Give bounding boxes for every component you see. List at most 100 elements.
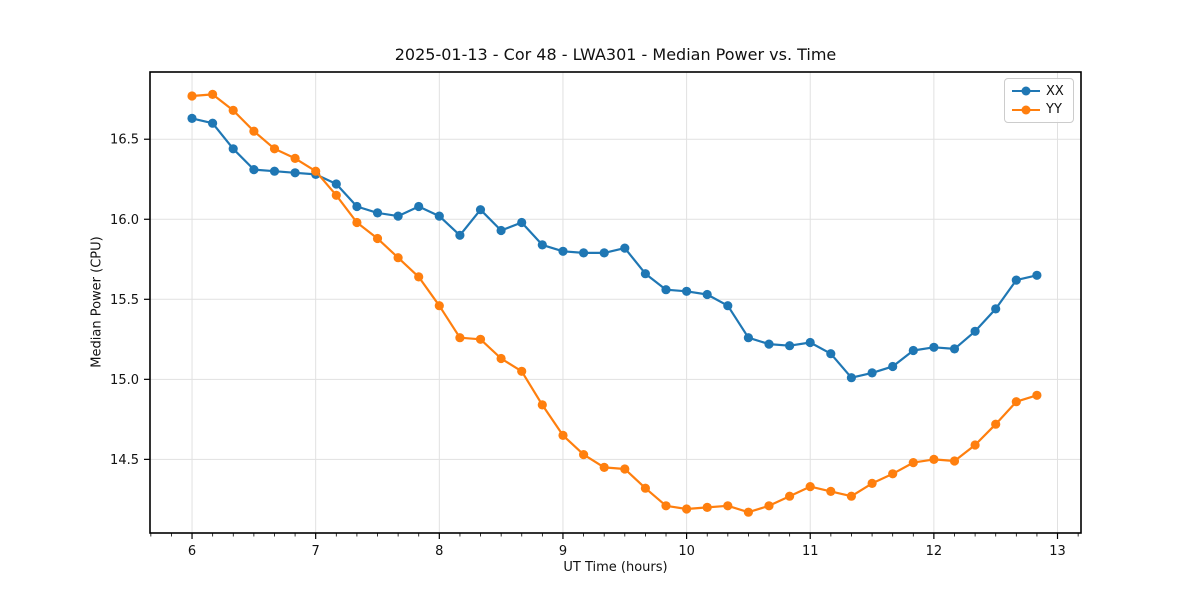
legend-label-xx: XX (1046, 83, 1064, 99)
data-point-xx (455, 230, 465, 240)
data-point-xx (640, 269, 651, 279)
data-point-xx (682, 286, 692, 296)
data-point-yy (682, 504, 692, 514)
data-point-xx (826, 349, 836, 359)
data-point-xx (599, 248, 609, 258)
data-point-xx (723, 301, 733, 311)
data-point-yy (249, 126, 259, 136)
data-point-yy (764, 501, 774, 511)
data-point-yy (702, 502, 712, 512)
data-point-yy (743, 507, 754, 517)
data-point-xx (208, 118, 218, 128)
data-point-xx (269, 166, 280, 176)
plot-border (149, 71, 1082, 534)
data-point-yy (496, 353, 506, 364)
series-line-yy (190, 93, 1039, 514)
data-point-yy (290, 153, 300, 163)
x-axis-ticks: 6 7 8 9 10 11 12 13 (188, 533, 1066, 559)
data-point-yy (475, 334, 486, 344)
data-point-yy (228, 105, 238, 115)
y-tick-label: 15.5 (110, 293, 139, 308)
data-point-yy (908, 458, 918, 468)
data-point-xx (785, 341, 795, 351)
x-tick-label: 13 (1049, 544, 1066, 559)
y-tick-label: 15.0 (110, 373, 139, 388)
x-tick-label: 11 (802, 544, 819, 559)
data-point-yy (661, 501, 671, 511)
x-tick-label: 10 (678, 544, 695, 559)
data-point-yy (723, 501, 733, 511)
data-point-yy (558, 430, 568, 440)
data-point-yy (1011, 397, 1021, 407)
data-point-yy (187, 91, 197, 101)
data-point-xx (517, 217, 527, 228)
data-point-yy (352, 217, 362, 228)
data-point-yy (269, 144, 280, 154)
data-point-xx (372, 208, 383, 218)
legend-item-yy: YY (1012, 101, 1066, 119)
data-point-yy (785, 491, 795, 501)
data-point-xx (558, 246, 568, 256)
data-point-yy (805, 482, 815, 492)
data-point-yy (1032, 390, 1042, 400)
data-point-xx (537, 240, 547, 250)
data-point-xx (949, 344, 960, 354)
series-line-xx (190, 117, 1039, 379)
legend-line-marker-icon (1012, 105, 1040, 115)
legend-label-yy: YY (1046, 102, 1062, 118)
data-point-xx (888, 361, 898, 372)
data-point-xx (331, 179, 341, 189)
data-point-yy (331, 190, 341, 200)
y-tick-label: 16.5 (110, 133, 139, 148)
x-tick-label: 7 (312, 544, 320, 559)
data-point-yy (372, 233, 383, 244)
y-axis-label: Median Power (CPU) (89, 236, 105, 368)
data-point-xx (908, 345, 918, 356)
data-point-yy (640, 483, 651, 493)
data-point-xx (434, 211, 444, 221)
legend-item-xx: XX (1012, 82, 1066, 100)
x-tick-label: 12 (926, 544, 943, 559)
series-xx (187, 113, 1042, 383)
data-point-yy (311, 166, 321, 176)
y-axis-ticks: 14.5 15.0 15.5 16.0 16.5 (110, 133, 150, 468)
data-point-xx (579, 248, 589, 258)
x-tick-label: 8 (435, 544, 443, 559)
chart-title: 2025-01-13 - Cor 48 - LWA301 - Median Po… (394, 45, 837, 64)
data-point-yy (867, 478, 877, 488)
data-point-yy (599, 462, 609, 472)
data-point-xx (475, 205, 486, 215)
data-point-xx (764, 339, 774, 349)
data-point-yy (579, 450, 589, 460)
data-point-xx (228, 144, 238, 154)
y-tick-label: 16.0 (110, 213, 139, 228)
data-point-xx (805, 337, 815, 348)
data-point-yy (434, 301, 444, 311)
series-yy (187, 89, 1042, 517)
data-point-xx (846, 373, 857, 383)
data-point-yy (537, 400, 547, 410)
grid-lines (150, 72, 1081, 533)
data-point-yy (620, 464, 630, 474)
data-point-xx (743, 333, 754, 343)
data-point-yy (846, 491, 857, 501)
legend: XX YY (1004, 78, 1074, 123)
data-point-yy (929, 454, 939, 464)
data-point-xx (1011, 275, 1021, 285)
x-tick-label: 9 (559, 544, 567, 559)
legend-line-marker-icon (1012, 86, 1040, 96)
data-point-xx (352, 201, 362, 212)
data-point-xx (661, 285, 671, 295)
data-point-xx (867, 368, 877, 378)
data-point-xx (991, 304, 1001, 314)
data-point-yy (826, 486, 836, 496)
data-point-yy (517, 366, 527, 376)
data-point-xx (496, 225, 506, 236)
x-tick-label: 6 (188, 544, 196, 559)
data-point-xx (414, 201, 424, 212)
data-point-yy (208, 89, 218, 99)
data-point-xx (1032, 270, 1042, 280)
y-tick-label: 14.5 (110, 453, 139, 468)
data-point-xx (290, 168, 300, 178)
data-point-yy (455, 333, 465, 343)
